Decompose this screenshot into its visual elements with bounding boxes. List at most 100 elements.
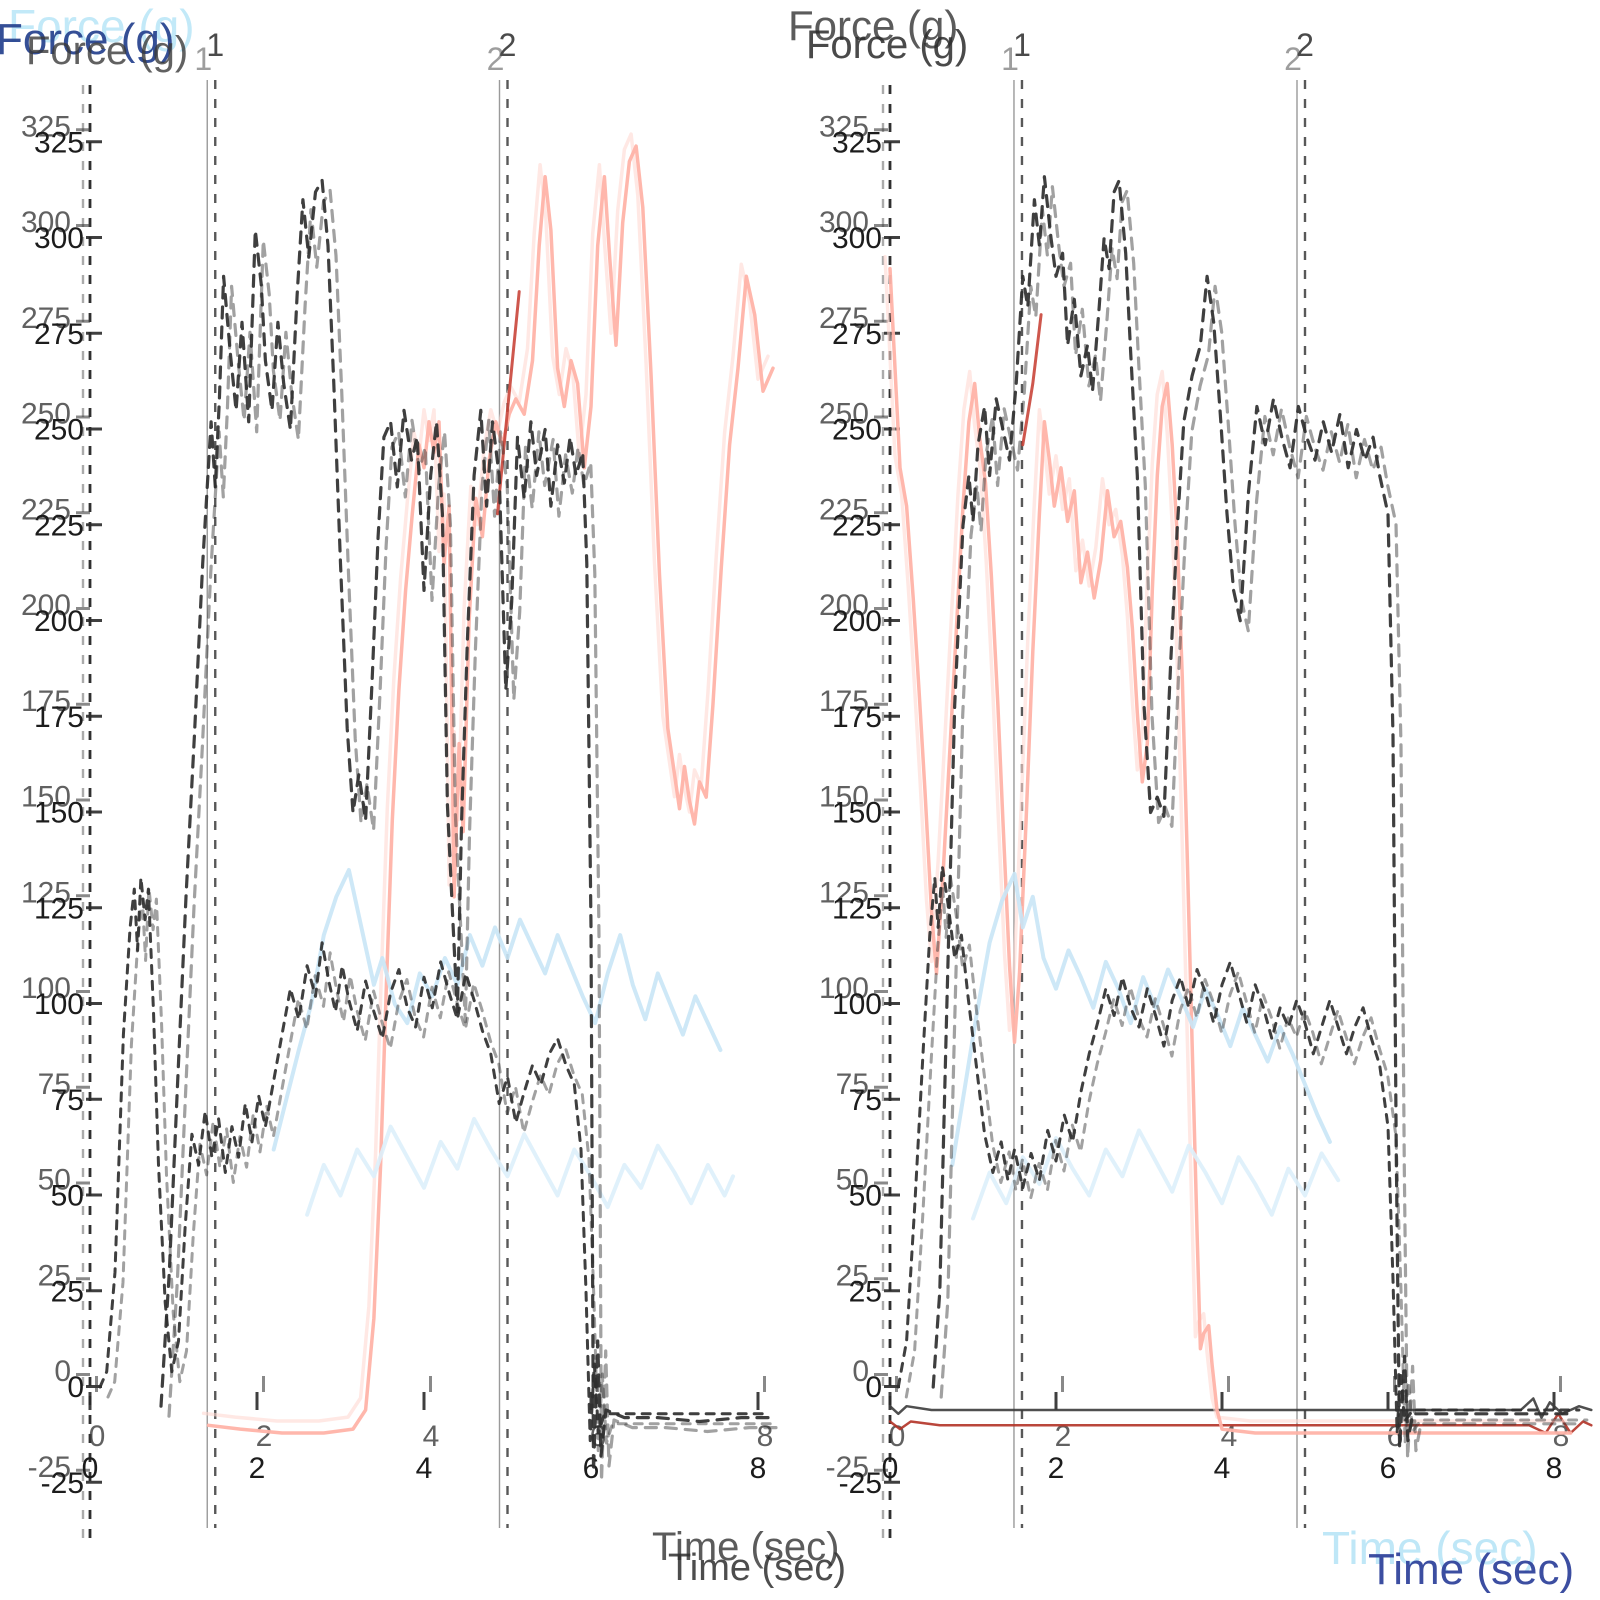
- left-y-tick-300-ghost: 300: [21, 206, 71, 239]
- right-y-tickmark-125-ghost: [874, 894, 888, 898]
- right-y-tick-125-ghost: 125: [819, 876, 869, 909]
- left-marker-2-label: 2: [499, 27, 517, 63]
- left-x-tick-2-ghost: 2: [256, 1420, 273, 1453]
- right-x-tickmark-2: [1054, 1392, 1058, 1410]
- left-y-tick-200-ghost: 200: [21, 589, 71, 622]
- left-x-tickmark-2: [255, 1392, 259, 1410]
- left-y-tick-0-ghost: 0: [54, 1355, 71, 1388]
- right-x-tick-0-ghost: 0: [889, 1420, 906, 1453]
- right-x-tickmark-4: [1220, 1392, 1224, 1410]
- right-y-tick-250-ghost: 250: [819, 398, 869, 431]
- left-x-tickmark-8-ghost: [763, 1376, 766, 1392]
- right-y-tick-275: 275: [832, 318, 882, 351]
- left-y-tick-275: 275: [34, 318, 84, 351]
- right-y-tick-175: 175: [832, 701, 882, 734]
- right-x-tickmark-8: [1552, 1392, 1556, 1410]
- right-x-tickmark-8-ghost: [1559, 1376, 1562, 1392]
- right-x-axis-title-ghost-navy: Time (sec): [1368, 1545, 1574, 1594]
- right-x-tick-4: 4: [1214, 1452, 1231, 1485]
- left-y-tick-150-ghost: 150: [21, 781, 71, 814]
- light-blue-wave-b: [305, 1116, 735, 1217]
- right-x-tick-2-ghost: 2: [1055, 1420, 1072, 1453]
- right-y-tick-50-ghost: 50: [836, 1164, 869, 1197]
- salmon-force-trace: [206, 144, 775, 1435]
- force-low-dashed-ghost: [904, 874, 1589, 1445]
- left-y-tickmark-150: [86, 810, 102, 814]
- left-y-tickmark-0-ghost: [76, 1373, 90, 1376]
- right-x-tickmark-0-ghost: [895, 1376, 898, 1392]
- right-y-tick-75-ghost: 75: [836, 1068, 869, 1101]
- left-x-tickmark-0-ghost: [95, 1376, 98, 1392]
- right-y-tick-275-ghost: 275: [819, 302, 869, 335]
- right-y-tick-0: 0: [865, 1371, 882, 1404]
- left-y-tick-225: 225: [34, 509, 84, 542]
- left-y-tickmark-150-ghost: [76, 798, 90, 802]
- left-marker-2-label-ghost: 2: [487, 41, 505, 77]
- left-y-tick--25: -25: [41, 1467, 84, 1500]
- right-y-tick-125: 125: [832, 892, 882, 925]
- left-x-tick-2: 2: [249, 1452, 266, 1485]
- right-y-axis-title-ghost-b: Force (g): [806, 23, 968, 67]
- left-y-tickmark-25-ghost: [76, 1277, 90, 1281]
- left-y-tickmark-175-ghost: [76, 702, 90, 706]
- left-y-tickmark-125-ghost: [76, 894, 90, 898]
- right-y-tickmark-0: [884, 1385, 900, 1388]
- left-y-tickmark-300: [86, 236, 102, 239]
- right-y-tick-325: 325: [832, 126, 882, 159]
- left-y-tick-25: 25: [51, 1275, 84, 1308]
- right-y-tick-200: 200: [832, 605, 882, 638]
- right-y-tickmark-100-ghost: [874, 990, 888, 993]
- right-y-axis-title-ghost-a: Force (g): [788, 2, 958, 49]
- left-y-tickmark-100-ghost: [76, 990, 90, 993]
- chart-layer: 11 22325325300300275275250250225225200200…: [21, 27, 1593, 1540]
- right-y-tickmark-175: [884, 714, 900, 718]
- left-y-tick-325-ghost: 325: [21, 110, 71, 143]
- right-marker-1-label: 1: [1013, 27, 1031, 63]
- right-y-tickmark-200: [884, 619, 900, 622]
- right-y-tickmark-250-ghost: [874, 415, 888, 419]
- left-y-tickmark-300-ghost: [76, 224, 90, 227]
- left-y-tickmark-225: [86, 523, 102, 527]
- right-y-tick-300: 300: [832, 222, 882, 255]
- right-y-tickmark-50-ghost: [874, 1181, 888, 1185]
- left-y-tick-175: 175: [34, 701, 84, 734]
- left-y-tick-0: 0: [67, 1371, 84, 1404]
- left-y-axis-title-ghost-navy: Force (g): [0, 15, 174, 64]
- left-y-tickmark-25: [86, 1289, 102, 1293]
- left-x-tick-8: 8: [750, 1452, 767, 1485]
- force-high-dashed: [931, 175, 1577, 1450]
- left-y-axis-title-ghost-gray: Force (g): [26, 29, 188, 73]
- left-y-tick-300: 300: [34, 222, 84, 255]
- right-y-tick--25: -25: [839, 1467, 882, 1500]
- left-y-tick-250: 250: [34, 414, 84, 447]
- left-x-tickmark-0: [88, 1392, 92, 1410]
- right-y-tick-250: 250: [832, 414, 882, 447]
- left-y-tick-175-ghost: 175: [21, 685, 71, 718]
- right-y-tickmark-300-ghost: [874, 224, 888, 227]
- left-x-tickmark-4: [422, 1392, 426, 1410]
- left-x-tickmark-4-ghost: [429, 1376, 432, 1392]
- right-y-tick-100-ghost: 100: [819, 972, 869, 1005]
- right-y-tickmark-150: [884, 810, 900, 814]
- right-y-tick-200-ghost: 200: [819, 589, 869, 622]
- flat-darkred-ghost: [888, 1412, 1593, 1435]
- left-y-tickmark-0: [86, 1385, 102, 1388]
- left-x-tick-4: 4: [416, 1452, 433, 1485]
- left-y-tickmark-50: [86, 1193, 102, 1197]
- left-y-tickmark-250-ghost: [76, 415, 90, 419]
- right-y-tickmark-25: [884, 1289, 900, 1293]
- left-y-tick-150: 150: [34, 797, 84, 830]
- right-marker-2-label: 2: [1296, 27, 1314, 63]
- right-y-tickmark-0-ghost: [874, 1373, 888, 1376]
- right-x-tickmark-0: [888, 1392, 892, 1410]
- light-blue-wave-a: [271, 868, 723, 1152]
- right-y-tickmark-175-ghost: [874, 702, 888, 706]
- right-y-tickmark-25-ghost: [874, 1277, 888, 1281]
- left-y-tick-250-ghost: 250: [21, 398, 71, 431]
- right-y-tick-325-ghost: 325: [819, 110, 869, 143]
- right-y-tickmark-325-ghost: [874, 128, 888, 132]
- right-y-tick-75: 75: [849, 1084, 882, 1117]
